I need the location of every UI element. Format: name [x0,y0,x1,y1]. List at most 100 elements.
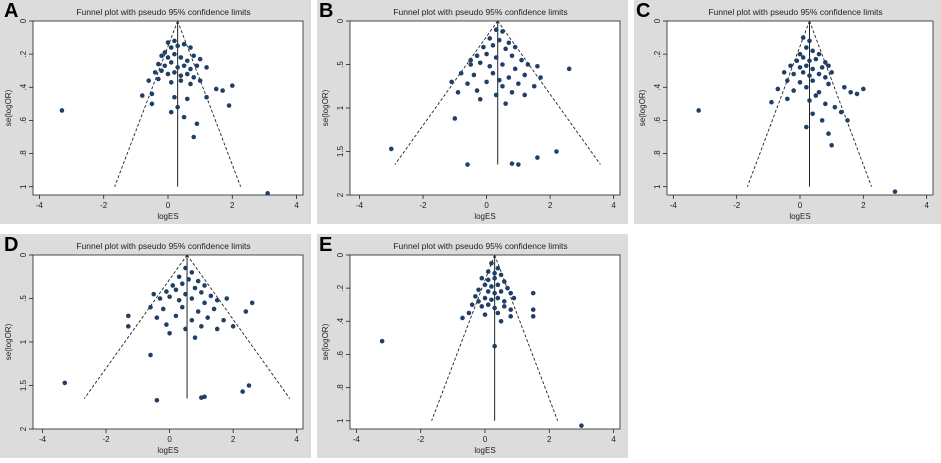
data-point [500,29,505,34]
data-point [485,269,491,274]
ci-limit-right [186,254,291,399]
data-point [473,294,478,299]
data-point [826,131,831,136]
y-tick-label: .8 [336,384,345,391]
data-point [249,300,255,306]
ci-limit-left [114,20,179,187]
data-point [479,304,485,309]
funnel-chart-b: Funnel plot with pseudo 95% confidence l… [317,0,628,224]
data-point [508,314,514,319]
data-point [152,70,158,75]
plot-area [32,254,304,430]
data-point [487,63,493,69]
data-point [482,282,488,288]
data-point [204,94,209,100]
data-point [495,282,501,288]
data-point [482,312,488,317]
y-axis-label: se(logOR) [4,323,13,360]
y-tick-label: .4 [19,83,28,90]
data-point [59,108,65,113]
data-point [184,58,190,64]
data-point [379,338,385,344]
data-point [804,45,809,50]
y-tick-label: 1.5 [336,145,345,157]
data-point [172,38,177,44]
data-point [172,70,177,75]
panel-b: B Funnel plot with pseudo 95% confidence… [317,0,628,224]
panel-letter: E [319,234,333,256]
plot-area [349,20,621,196]
x-tick-label: 0 [166,201,171,210]
data-point [530,314,536,319]
data-point [832,104,838,110]
data-point [471,72,477,78]
data-point [154,315,160,320]
data-point [62,380,68,386]
data-point [199,290,204,295]
y-tick-label: .8 [653,150,662,157]
panel-letter: B [319,0,334,22]
y-tick-label: 0 [19,252,28,257]
y-tick-label: 1 [19,184,28,189]
x-tick-label: -4 [353,435,361,444]
panel-c: C Funnel plot with pseudo 95% confidence… [634,0,941,224]
y-tick-label: 2 [19,426,28,431]
data-point [189,296,195,301]
chart-title: Funnel plot with pseudo 95% confidence l… [393,7,567,17]
data-point [492,290,497,296]
data-point [496,37,502,43]
x-tick-label: 0 [484,201,489,210]
data-point [493,27,499,32]
y-tick-label: .2 [19,50,28,57]
data-point [172,94,177,100]
funnel-chart-d: Funnel plot with pseudo 95% confidence l… [0,234,311,458]
data-point [490,43,496,48]
data-point [791,71,796,77]
x-axis-label: logES [474,212,495,221]
data-point [192,285,198,291]
data-point [202,300,207,306]
data-point [554,149,559,154]
data-point [769,99,774,105]
data-point [164,289,169,294]
data-point [807,38,812,44]
x-tick-label: 4 [294,435,299,444]
data-point [183,291,188,297]
y-axis-label: se(logOR) [638,89,647,126]
data-point [509,161,515,166]
data-point [816,71,822,77]
data-point [160,306,166,312]
data-point [481,44,486,50]
data-point [810,111,815,117]
data-point [159,53,164,59]
data-point [892,189,898,194]
data-point [490,70,496,76]
data-point [487,36,493,41]
data-point [508,307,514,312]
panel-letter: A [4,0,19,22]
data-point [179,304,185,310]
data-point [804,124,809,130]
data-point [525,62,531,67]
data-point [213,86,219,92]
x-tick-label: -4 [356,201,364,210]
data-point [165,71,171,77]
x-axis-label: logES [157,446,178,455]
y-tick-label: .4 [336,317,345,324]
data-point [208,293,214,299]
data-point [211,306,217,312]
x-tick-label: 0 [483,435,488,444]
data-point [804,63,809,69]
data-point [489,297,494,303]
data-point [813,56,819,62]
data-point [175,43,180,49]
data-point [826,81,831,87]
data-point [168,109,174,115]
data-point [501,279,507,284]
data-point [788,63,793,69]
data-point [125,324,131,329]
data-point [823,75,828,80]
ci-limit-right [497,20,601,165]
data-point [800,55,806,60]
data-point [214,326,220,332]
